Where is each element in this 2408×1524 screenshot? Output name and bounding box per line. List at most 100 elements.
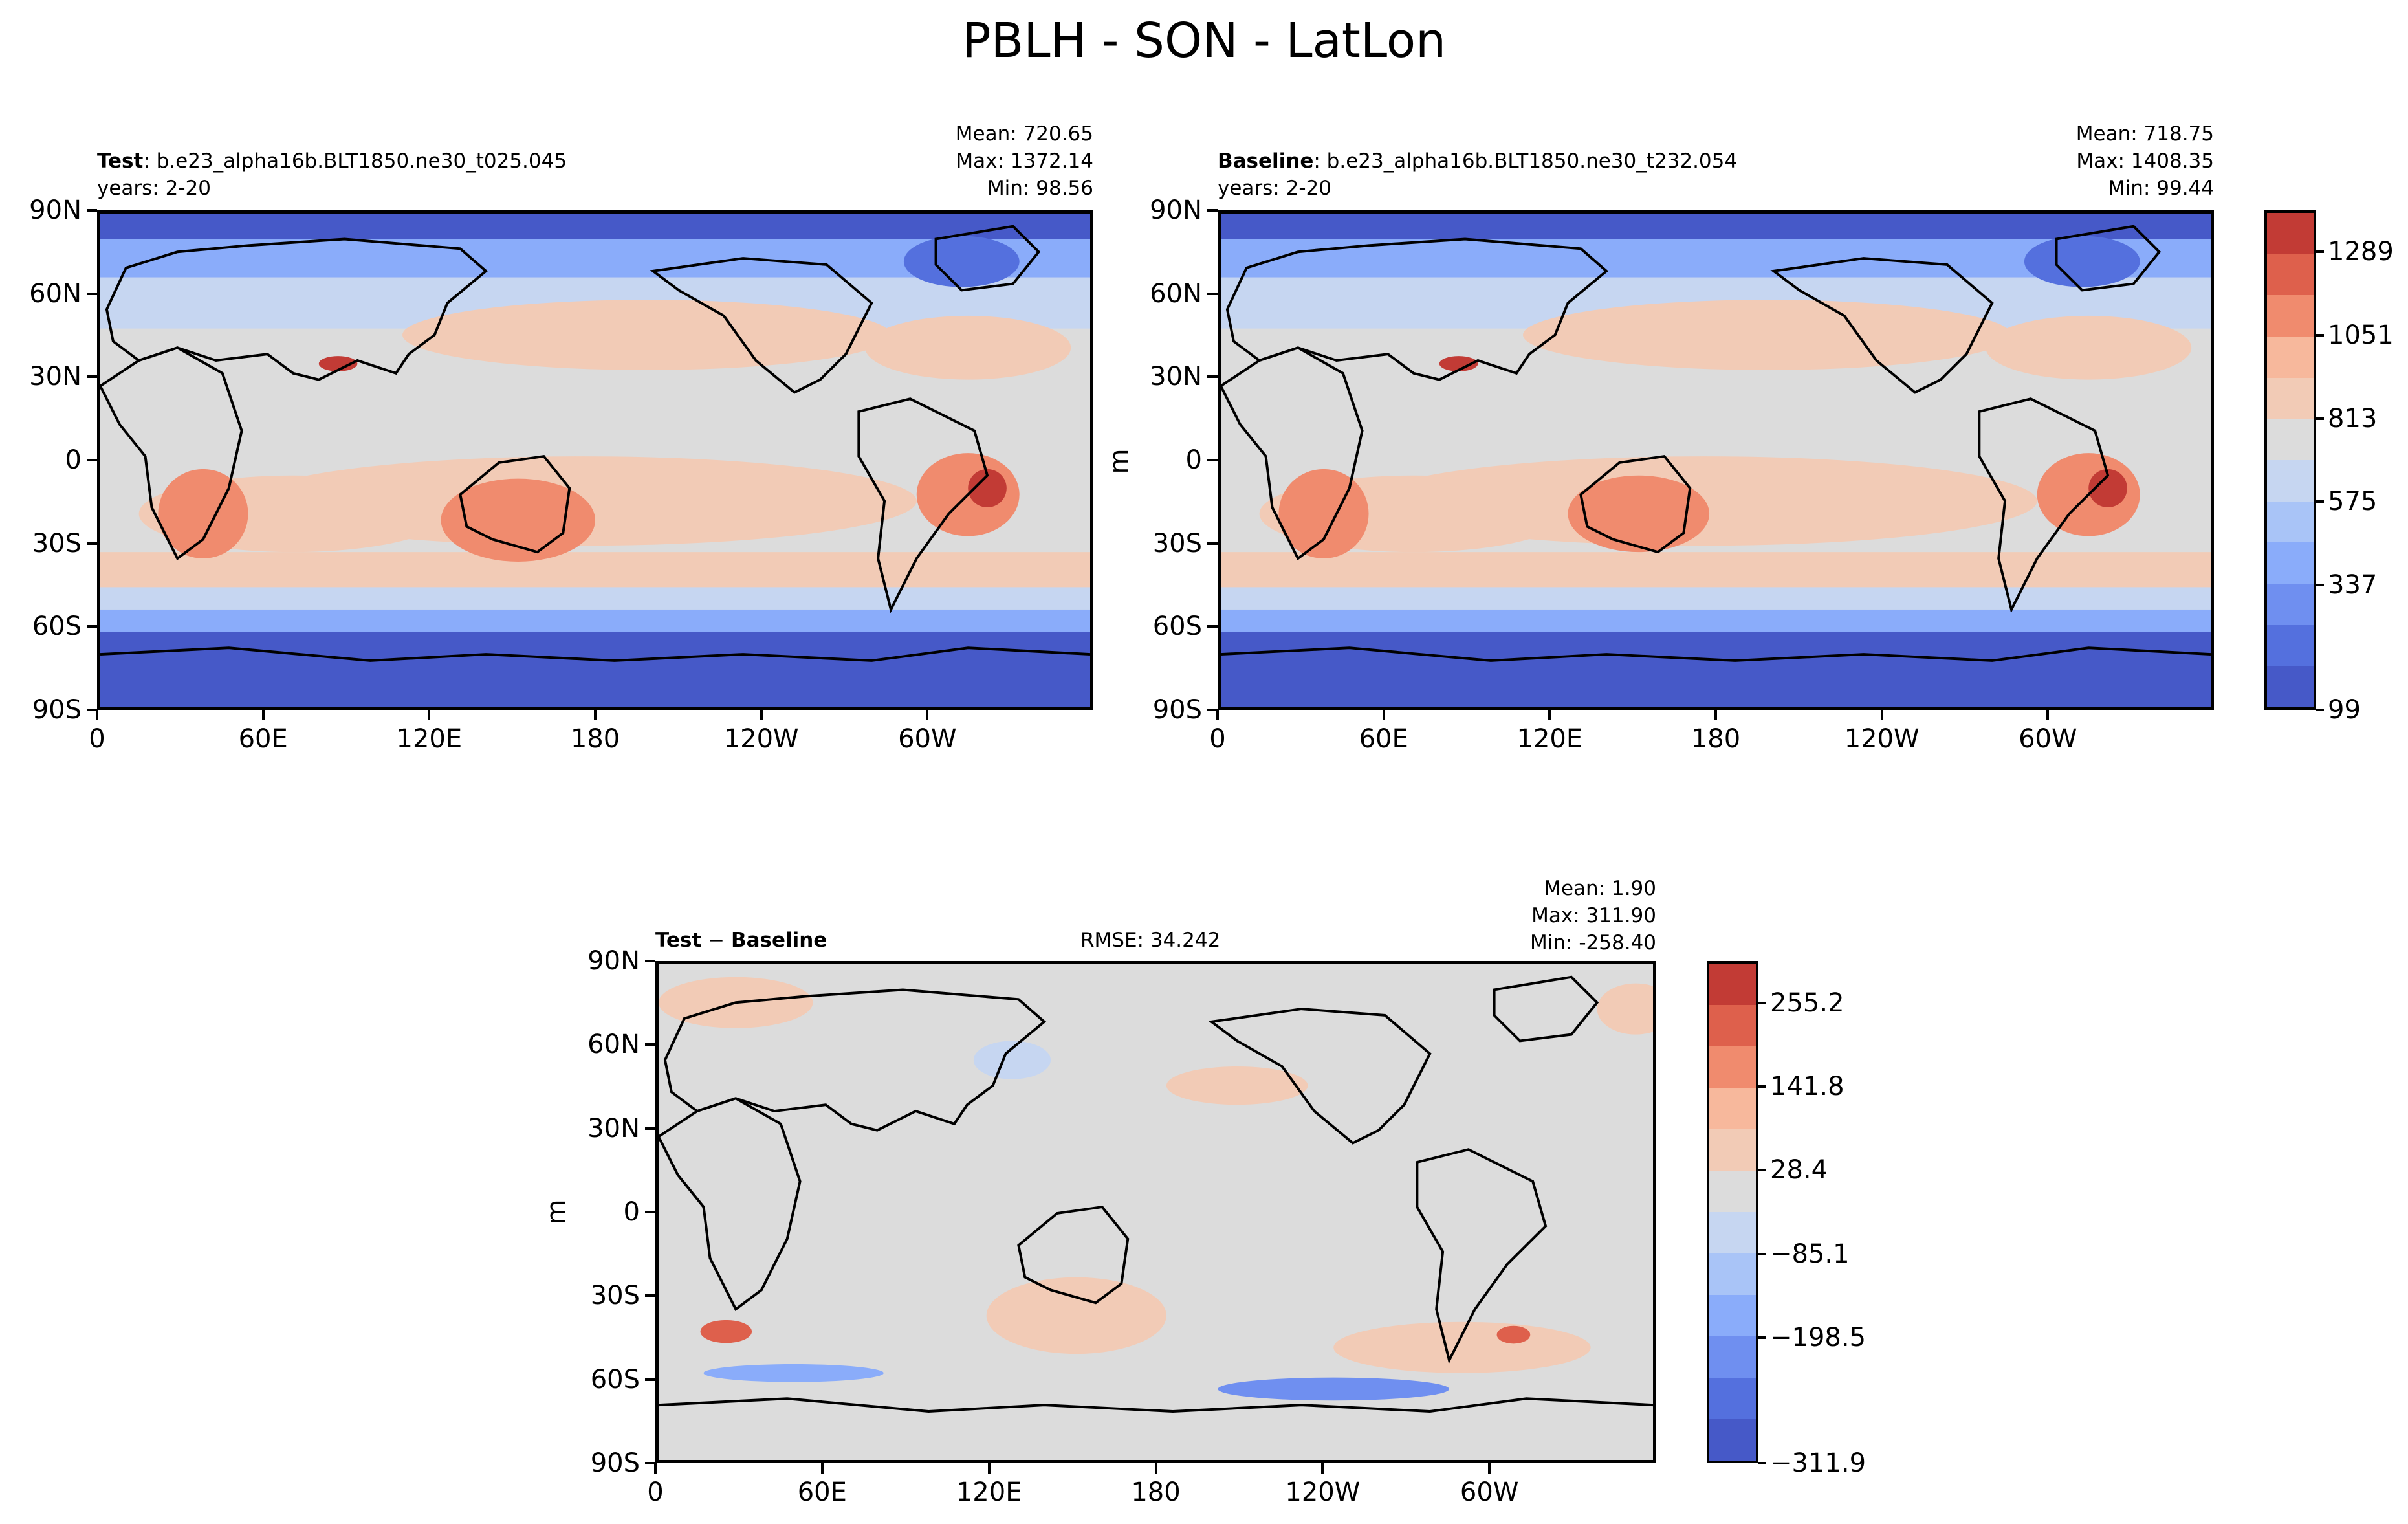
test-xtick-mark — [926, 710, 929, 720]
field-tibet-peak — [1439, 356, 1478, 371]
test-ytick-label: 30N — [29, 362, 82, 392]
field-brazil-peak — [968, 469, 1007, 508]
baseline-map-canvas — [1221, 214, 2211, 707]
diff-xtick-label: 120E — [956, 1477, 1022, 1507]
colorbar-field-tick-mark — [2316, 250, 2324, 254]
coastline-antarctica — [100, 646, 1090, 662]
test-ytick-mark — [87, 625, 97, 628]
diff-field-southern-ocean-neg — [703, 1364, 884, 1382]
colorbar-field-color-step — [2267, 295, 2314, 337]
baseline-xtick-mark — [1714, 710, 1717, 720]
diff-field-ross-sea-neg — [1218, 1377, 1450, 1401]
diff-ytick-mark — [645, 1127, 655, 1130]
colorbar-field-tick-label: 1051 — [2328, 320, 2394, 350]
baseline-ytick-mark — [1207, 542, 1218, 545]
colorbar-diff-tick-label: 28.4 — [1770, 1155, 1828, 1186]
baseline-mean: Mean: 718.75 — [2075, 122, 2214, 146]
diff-field-north-pacific-pos — [1166, 1066, 1308, 1105]
colorbar-field-color-step — [2267, 624, 2314, 667]
baseline-xtick-label: 120E — [1516, 724, 1583, 754]
diff-xtick-label: 60W — [1460, 1477, 1519, 1507]
field-band-subantarctic — [100, 587, 1090, 610]
diff-xtick-label: 60E — [797, 1477, 847, 1507]
field-brazil-peak — [2088, 469, 2127, 508]
diff-xtick-label: 120W — [1285, 1477, 1361, 1507]
test-xtick-mark — [96, 710, 98, 720]
field-southern-africa — [1278, 469, 1369, 559]
coastline-africa — [659, 1097, 802, 1312]
field-band-arctic — [100, 214, 1090, 239]
test-case-name: : b.e23_alpha16b.BLT1850.ne30_t025.045 — [143, 149, 567, 173]
colorbar-diff-color-step — [1709, 1212, 1756, 1253]
colorbar-diff-color-step — [1709, 964, 1756, 1005]
test-xtick-mark — [594, 710, 597, 720]
test-map-canvas — [100, 214, 1090, 707]
baseline-ytick-mark — [1207, 459, 1218, 461]
diff-ytick-mark — [645, 1462, 655, 1464]
diff-xtick-mark — [1154, 1463, 1157, 1474]
coastline-australia — [1579, 454, 1692, 554]
colorbar-diff-color-step — [1709, 1336, 1756, 1378]
diff-map — [655, 961, 1656, 1463]
baseline-min: Min: 99.44 — [2107, 177, 2214, 200]
diff-ytick-label: 30S — [590, 1281, 640, 1311]
colorbar-field-tick-mark — [2316, 334, 2324, 337]
map-background — [659, 964, 1653, 1460]
baseline-ytick-mark — [1207, 709, 1218, 711]
baseline-map — [1218, 210, 2214, 710]
coastline-north-america — [1208, 1008, 1432, 1145]
colorbar-field-color-step — [2267, 460, 2314, 502]
test-xtick-label: 60E — [238, 724, 288, 754]
test-xtick-mark — [760, 710, 763, 720]
baseline-xtick-mark — [2046, 710, 2050, 720]
colorbar-field-color-step — [2267, 666, 2314, 707]
diff-xtick-mark — [820, 1463, 824, 1474]
baseline-xtick-label: 180 — [1691, 724, 1741, 754]
diff-field-labrador-pos — [1597, 983, 1653, 1035]
baseline-ytick-label: 0 — [1185, 445, 1202, 475]
colorbar-diff-color-step — [1709, 1253, 1756, 1295]
test-xtick-mark — [261, 710, 265, 720]
diff-xtick-mark — [987, 1463, 991, 1474]
field-band-southern-ocean — [1221, 552, 2211, 588]
diff-ytick-label: 0 — [623, 1197, 640, 1227]
diff-map-canvas — [659, 964, 1653, 1460]
test-mean: Mean: 720.65 — [955, 122, 1093, 146]
test-ytick-mark — [87, 709, 97, 711]
field-north-pacific — [1522, 300, 2012, 370]
colorbar-diff-color-step — [1709, 1046, 1756, 1088]
baseline-ytick-label: 30N — [1150, 362, 1202, 392]
baseline-years: years: 2-20 — [1218, 177, 1331, 200]
colorbar-diff-color-step — [1709, 1419, 1756, 1461]
colorbar-field-tick-label: 813 — [2328, 403, 2378, 434]
baseline-xtick-label: 120W — [1844, 724, 1920, 754]
test-label-bold: Test — [97, 149, 144, 173]
colorbar-field-color-step — [2267, 542, 2314, 584]
field-north-atlantic — [865, 315, 1071, 380]
colorbar-diff-color-step — [1709, 1129, 1756, 1171]
diff-ytick-mark — [645, 1043, 655, 1046]
diff-ytick-label: 60S — [590, 1364, 640, 1395]
colorbar-field-tick-mark — [2316, 417, 2324, 420]
field-band-antarctic-edge — [1221, 609, 2211, 632]
diff-xtick-label: 180 — [1131, 1477, 1181, 1507]
colorbar-field-color-step — [2267, 377, 2314, 419]
colorbar-diff-tick-label: −311.9 — [1770, 1448, 1866, 1478]
field-north-atlantic — [1986, 315, 2192, 380]
field-band-antarctica — [1221, 632, 2211, 707]
test-xtick-label: 180 — [570, 724, 620, 754]
field-band-southern-ocean — [100, 552, 1090, 588]
test-ytick-mark — [87, 542, 97, 545]
colorbar-diff-color-step — [1709, 1378, 1756, 1419]
coastline-australia — [1017, 1205, 1130, 1305]
coastline-south-america — [1978, 397, 2110, 613]
test-xtick-mark — [428, 710, 431, 720]
diff-mean: Mean: 1.90 — [1544, 877, 1656, 900]
baseline-ytick-label: 60N — [1150, 278, 1202, 309]
test-map — [97, 210, 1093, 710]
test-years: years: 2-20 — [97, 177, 211, 200]
colorbar-field — [2264, 210, 2316, 710]
colorbar-field-tick-label: 575 — [2328, 487, 2378, 517]
colorbar-field-color-step — [2267, 501, 2314, 543]
diff-ytick-label: 60N — [587, 1030, 640, 1060]
